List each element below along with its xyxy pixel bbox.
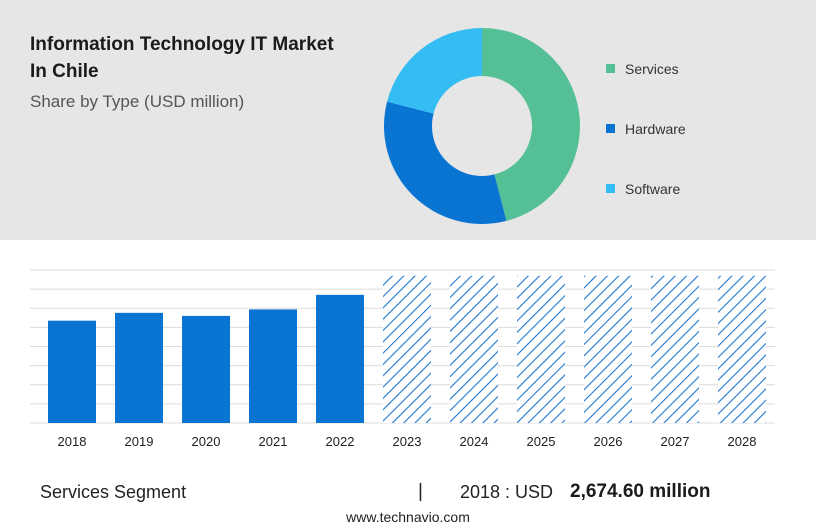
forecast-bar-2027 (651, 275, 699, 423)
x-tick-label-2021: 2021 (259, 434, 288, 449)
legend-swatch-services (606, 64, 615, 73)
donut-slice-hardware (383, 101, 507, 224)
forecast-bar-2026 (584, 275, 632, 423)
x-tick-label-2019: 2019 (125, 434, 154, 449)
legend-label-services: Services (625, 61, 679, 77)
x-tick-label-2022: 2022 (326, 434, 355, 449)
footer-year-label: 2018 : USD (460, 482, 554, 502)
x-tick-label-2024: 2024 (460, 434, 489, 449)
bar-chart: 2018 2019 2020 2021 2022 2023 2024 2025 2026 2027… (30, 269, 775, 449)
bar-2021 (249, 309, 297, 423)
forecast-bar-2023 (383, 275, 431, 423)
bar-2020 (182, 315, 230, 423)
legend-swatch-hardware (606, 124, 615, 133)
x-tick-label-2028: 2028 (728, 434, 757, 449)
footer-url: www.technavio.com (346, 509, 470, 525)
donut-legend: Services Hardware Software (606, 61, 686, 197)
legend-label-software: Software (625, 181, 680, 197)
footer-separator: | (418, 481, 423, 502)
x-tick-label-2020: 2020 (192, 434, 221, 449)
x-tick-label-2026: 2026 (594, 434, 623, 449)
footer-value: 2,674.60 million (570, 481, 711, 502)
donut-slice-software (387, 28, 482, 114)
chart-title: Information Technology IT Market In Chil… (30, 34, 334, 82)
legend-swatch-software (606, 184, 615, 193)
x-tick-label-2025: 2025 (527, 434, 556, 449)
x-tick-label-2018: 2018 (58, 434, 87, 449)
chart-subtitle: Share by Type (USD million) (30, 92, 245, 111)
bar-2018 (48, 320, 96, 423)
legend-label-hardware: Hardware (625, 121, 686, 137)
x-tick-label-2027: 2027 (661, 434, 690, 449)
donut-chart (383, 28, 580, 224)
forecast-bar-2024 (450, 275, 498, 423)
forecast-bar-2025 (517, 275, 565, 423)
bar-2019 (115, 312, 163, 423)
forecast-bar-2028 (718, 275, 766, 423)
bar-2022 (316, 294, 364, 423)
donut-slice-services (482, 28, 580, 221)
x-tick-label-2023: 2023 (393, 434, 422, 449)
footer-segment-label: Services Segment (40, 482, 187, 502)
